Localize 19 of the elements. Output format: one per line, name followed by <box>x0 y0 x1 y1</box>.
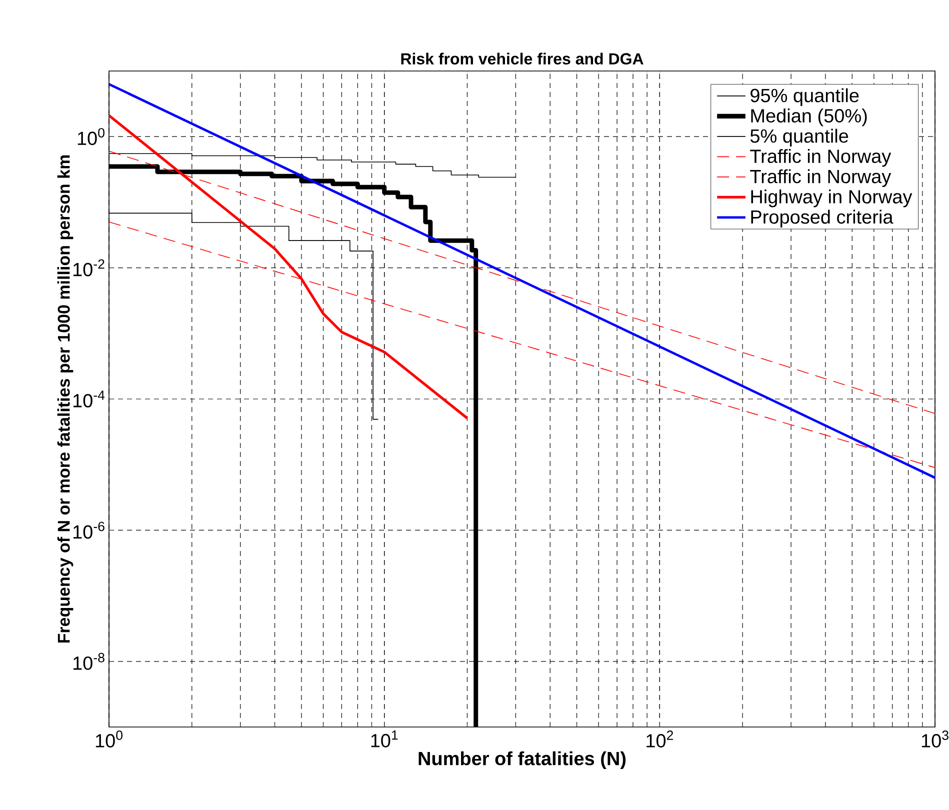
legend-label: Highway in Norway <box>751 190 912 208</box>
legend-label: Median (50%) <box>751 108 867 126</box>
y-tick-label: 10$^{-6}$ <box>73 522 104 539</box>
y-tick-label: 10$^{0}$ <box>78 128 104 146</box>
y-tick-label: 10$^{-8}$ <box>73 652 104 670</box>
x-axis-title: Number of fatalities (N) <box>418 751 626 770</box>
x-tick-label: 10$^{1}$ <box>371 730 398 748</box>
x-tick-label: 10$^{3}$ <box>922 730 948 748</box>
x-tick-label: 10$^{0}$ <box>96 730 122 748</box>
legend-label: 5% quantile <box>750 128 848 147</box>
chart-title: Risk from vehicle fires and DGA <box>401 52 644 64</box>
legend-label: Proposed criteria <box>751 210 894 228</box>
legend-label: Traffic in Norway <box>750 169 892 187</box>
x-tick-label: 10$^{2}$ <box>646 730 674 748</box>
legend-label: Traffic in Norway <box>750 149 892 167</box>
y-axis-title: Frequency of N or more fatalities per 1000 million person km <box>57 155 74 643</box>
legend-label: 95% quantile <box>750 88 859 106</box>
y-tick-label: 10$^{-4}$ <box>73 390 105 408</box>
y-tick-label: 10$^{-2}$ <box>73 259 104 276</box>
